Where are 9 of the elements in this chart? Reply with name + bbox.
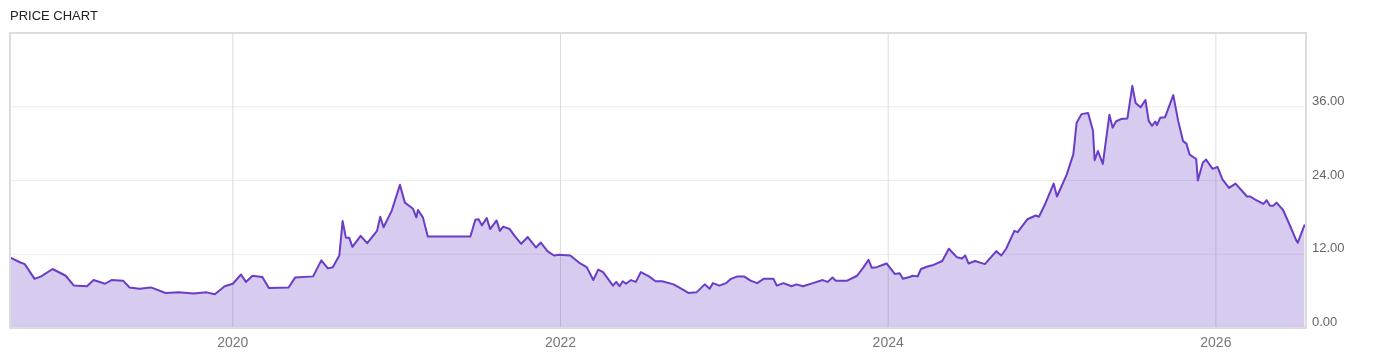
chart-title: PRICE CHART — [10, 8, 98, 23]
y-tick-label: 24.00 — [1312, 166, 1345, 182]
x-tick-label: 2026 — [1200, 334, 1232, 350]
y-tick-label: 0.00 — [1312, 314, 1338, 329]
x-tick-label: 2020 — [217, 334, 249, 350]
x-tick-label: 2024 — [872, 334, 904, 350]
x-tick-label: 2022 — [544, 334, 577, 350]
y-tick-label: 36.00 — [1312, 92, 1345, 108]
y-tick-label: 12.00 — [1312, 240, 1345, 256]
